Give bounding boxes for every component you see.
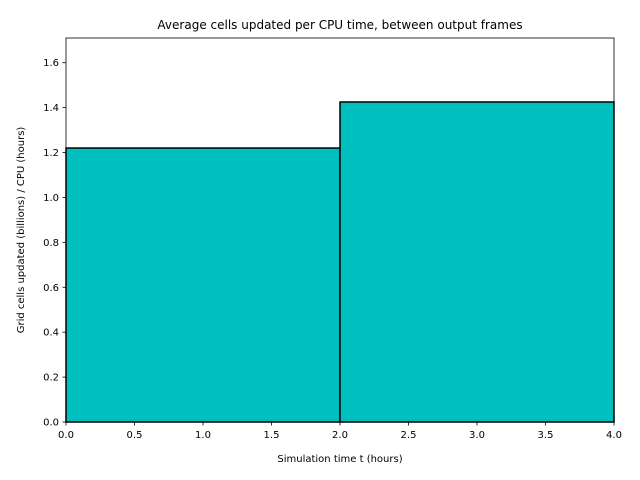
x-tick-label: 1.5 [264,430,280,441]
x-tick-label: 1.0 [195,430,211,441]
y-tick-label: 0.8 [43,238,59,249]
y-tick-label: 1.6 [43,58,59,69]
y-tick-label: 1.4 [43,103,59,114]
x-tick-label: 0.5 [127,430,143,441]
y-tick-label: 0.2 [43,373,59,384]
y-axis-title: Grid cells updated (billions) / CPU (hou… [16,127,27,334]
y-tick-label: 0.6 [43,283,59,294]
x-tick-label: 3.5 [538,430,554,441]
y-axis-ticks: 0.0 0.2 0.4 0.6 0.8 1.0 1.2 1.4 1.6 [43,58,66,429]
y-tick-label: 1.0 [43,193,59,204]
x-tick-label: 0.0 [58,430,74,441]
x-tick-label: 2.5 [401,430,417,441]
y-tick-label: 1.2 [43,148,59,159]
chart-title: Average cells updated per CPU time, betw… [157,18,522,32]
x-tick-label: 2.0 [332,430,348,441]
y-tick-label: 0.4 [43,328,59,339]
y-tick-label: 0.0 [43,418,59,429]
x-axis-title: Simulation time t (hours) [277,454,402,465]
x-tick-label: 4.0 [606,430,622,441]
bars [65,101,615,423]
bar-1 [65,147,341,423]
x-axis-ticks: 0.0 0.5 1.0 1.5 2.0 2.5 3.0 3.5 4.0 [58,422,622,441]
bar-2 [339,101,615,423]
x-tick-label: 3.0 [469,430,485,441]
